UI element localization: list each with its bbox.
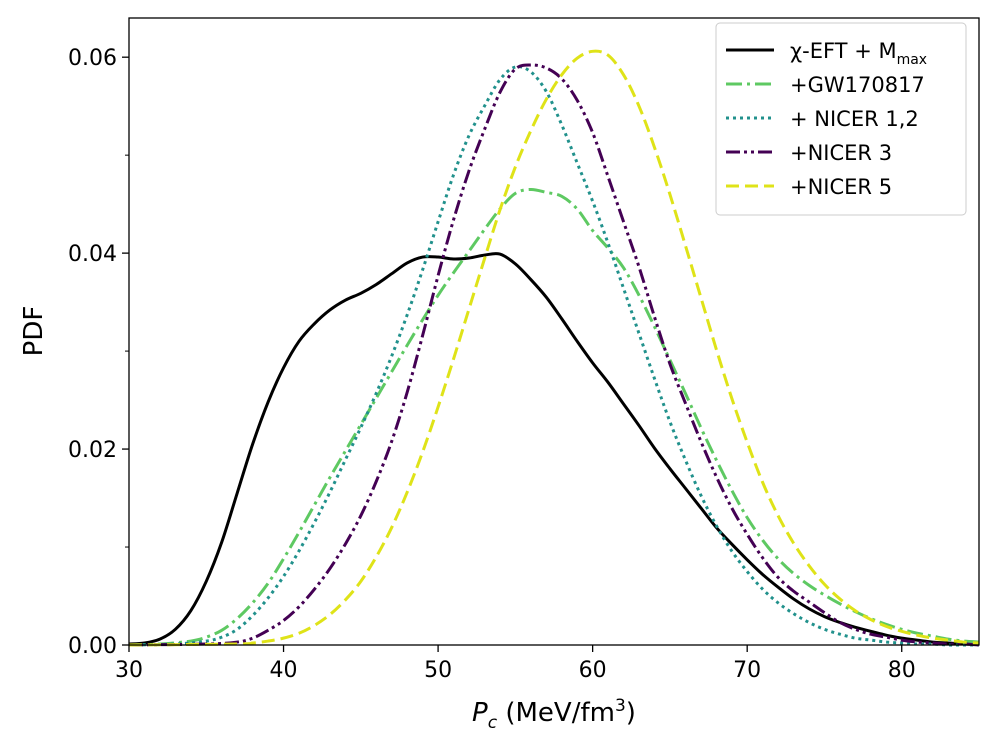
x-axis-label-sup: 3 [615,696,626,716]
legend-box [715,22,967,216]
y-axis-label: PDF [19,306,49,357]
series-line-nicer3 [128,63,980,647]
legend-label-nicer5: +NICER 5 [790,175,892,199]
x-axis-label-var: P [472,698,488,728]
x-tick-label: 30 [115,658,143,683]
series-line-nicer5 [128,49,980,647]
legend-label-nicer3: +NICER 3 [790,141,892,165]
x-axis: 30 40 50 60 70 80 [115,645,916,683]
x-tick-label: 50 [424,658,452,683]
series-line-eft [128,252,980,646]
x-axis-label: Pc (MeV/fm3) [472,696,636,733]
y-axis: 0.00 0.02 0.04 0.06 [68,46,129,659]
legend-label-nicer12: + NICER 1,2 [790,107,919,131]
y-tick-label: 0.04 [68,242,117,267]
series-line-gw [128,187,980,647]
legend-label-subscript: max [897,52,928,68]
x-tick-label: 70 [733,658,761,683]
legend-label-gw: +GW170817 [790,73,925,97]
y-tick-label: 0.00 [68,634,117,659]
x-tick-label: 60 [579,658,607,683]
data-series-group [128,49,980,647]
plot-frame [128,17,980,646]
y-tick-label: 0.02 [68,438,117,463]
x-tick-label: 40 [270,658,298,683]
y-tick-label: 0.06 [68,46,117,71]
x-axis-label-close: ) [626,698,636,728]
x-axis-label-sub: c [488,713,498,733]
legend: χ-EFT + Mmax+GW170817+ NICER 1,2+NICER 3… [715,22,967,216]
x-tick-label: 80 [888,658,916,683]
x-axis-label-units: (MeV/fm [497,698,615,728]
